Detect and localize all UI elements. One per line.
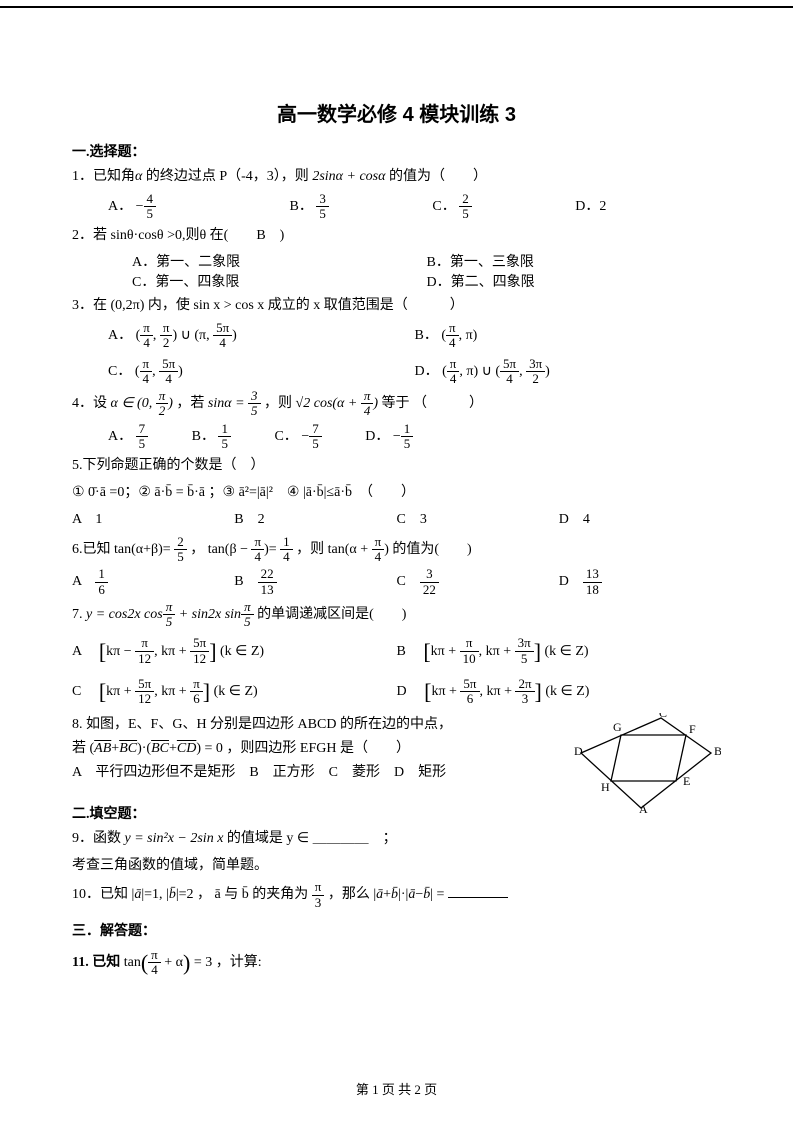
svg-text:H: H xyxy=(601,780,610,794)
q7-b: 的单调递减区间是( ) xyxy=(257,607,406,622)
q6-A: A xyxy=(72,574,81,589)
q6-c: ，则 xyxy=(296,542,328,557)
q11-a: 11. 已知 xyxy=(72,955,124,970)
q7: 7. y = cos2x cosπ5 + sin2x sinπ5 的单调递减区间… xyxy=(72,600,721,630)
q6-B: B xyxy=(234,574,243,589)
q5-D: D 4 xyxy=(559,508,721,532)
q2-options: A．第一、二象限 B．第一、三象限 C．第一、四象限 D．第二、四象限 xyxy=(132,251,721,291)
svg-text:D: D xyxy=(574,744,583,758)
q6-a: 6.已知 xyxy=(72,542,114,557)
q11-b: ，计算: xyxy=(216,955,262,970)
q1-options: A． −45 B． 35 C． 25 D．2 xyxy=(108,192,721,222)
q10: 10．已知 |ā|=1, |b̄|=2 ， ā 与 b̄ 的夹角为 π3 ，那么… xyxy=(72,880,721,910)
svg-text:C: C xyxy=(659,713,667,720)
q7-D: D xyxy=(397,684,407,699)
svg-text:G: G xyxy=(613,720,622,734)
q6-C: C xyxy=(397,574,406,589)
q4-a: 4．设 xyxy=(72,396,107,411)
q8-l2b: ，则四边形 EFGH 是（ ） xyxy=(226,741,410,756)
q3-B: B． xyxy=(415,328,438,343)
q6-d: 的值为( ) xyxy=(392,542,471,557)
q1-stem-a: 1．已知角 xyxy=(72,169,135,184)
q5-options: A 1 B 2 C 3 D 4 xyxy=(72,508,721,532)
q11: 11. 已知 tan(π4 + α) = 3 ，计算: xyxy=(72,944,721,981)
svg-text:A: A xyxy=(639,802,648,813)
q1-A: A． xyxy=(108,199,132,214)
quad-diagram: D C B A G F E H xyxy=(571,713,721,813)
q4-B: B． xyxy=(192,429,215,444)
q1-C: C． xyxy=(432,199,455,214)
q4: 4．设 α ∈ (0, π2) ，若 sinα = 35 ，则 √2 cos(α… xyxy=(72,389,721,419)
q8-l2a: 若 xyxy=(72,741,90,756)
q10-c: ，那么 xyxy=(328,887,374,902)
q4-A: A． xyxy=(108,429,132,444)
q2-D: D．第二、四象限 xyxy=(427,271,722,291)
q10-d: = xyxy=(437,887,448,902)
q7-A: A xyxy=(72,643,81,658)
q9-note: 考查三角函数的值域，简单题。 xyxy=(72,854,721,878)
svg-text:F: F xyxy=(689,722,696,736)
q4-c: ，则 xyxy=(264,396,292,411)
page-footer: 第 1 页 共 2 页 xyxy=(0,1079,793,1098)
q7-B: B xyxy=(397,643,406,658)
q4-options: A． 75 B． 15 C． −75 D． −15 xyxy=(108,422,721,452)
q3-D: D． xyxy=(415,364,439,379)
q7-kz2: (k ∈ Z) xyxy=(545,643,589,658)
q2-stem: 2．若 sinθ·cosθ >0,则θ 在( B ) xyxy=(72,224,721,248)
q9-a: 9．函数 xyxy=(72,831,125,846)
q7-kz4: (k ∈ Z) xyxy=(545,684,589,699)
q7-a: 7. xyxy=(72,607,86,622)
q9: 9．函数 y = sin²x − 2sin x 的值域是 y ∈ ＿＿＿＿ ； xyxy=(72,827,721,851)
q4-d: 等于 （ ） xyxy=(382,396,484,411)
q5-line: ① 0̄·ā =0；② ā·b̄ = b̄·ā ；③ ā²=|ā|² ④ |ā·… xyxy=(72,481,721,505)
q6: 6.已知 tan(α+β)= 25 ， tan(β − π4)= 14 ，则 t… xyxy=(72,535,721,565)
q1: 1．已知角α 的终边过点 P（-4，3），则 2sinα + cosα 的值为（… xyxy=(72,165,721,189)
q5-B: B 2 xyxy=(234,508,396,532)
q5-C: C 3 xyxy=(397,508,559,532)
q6-D: D xyxy=(559,574,569,589)
q7-kz1: (k ∈ Z) xyxy=(220,643,264,658)
q2-B: B．第一、三象限 xyxy=(427,251,722,271)
q8: D C B A G F E H 8. 如图，E、F、G、H 分别是四边形 ABC… xyxy=(72,713,721,784)
q2-A: A．第一、二象限 xyxy=(132,251,427,271)
page: 高一数学必修 4 模块训练 3 一.选择题： 1．已知角α 的终边过点 P（-4… xyxy=(0,6,793,1128)
q2-C: C．第一、四象限 xyxy=(132,271,427,291)
q1-stem-b: 的终边过点 P（-4，3），则 xyxy=(146,169,312,184)
section-answer: 三．解答题： xyxy=(72,920,721,940)
q7-opts-row2: C [kπ + 5π12, kπ + π6] (k ∈ Z) D [kπ + 5… xyxy=(72,673,721,710)
section-choice: 一.选择题： xyxy=(72,141,721,161)
q5-stem: 5.下列命题正确的个数是（ ） xyxy=(72,454,721,478)
q10-a: 10．已知 xyxy=(72,887,132,902)
q3-stem: 3．在 (0,2π) 内，使 sin x > cos x 成立的 x 取值范围是… xyxy=(72,294,721,318)
q7-C: C xyxy=(72,684,81,699)
q3-A: A． xyxy=(108,328,132,343)
q10-blank xyxy=(448,885,508,899)
q1-stem-c: 的值为（ ） xyxy=(389,169,487,184)
q7-opts-row1: A [kπ − π12, kπ + 5π12] (k ∈ Z) B [kπ + … xyxy=(72,633,721,670)
q4-D: D． xyxy=(365,429,389,444)
q5-A: A 1 xyxy=(72,508,234,532)
q4-C: C． xyxy=(274,429,297,444)
svg-text:B: B xyxy=(714,744,721,758)
page-title: 高一数学必修 4 模块训练 3 xyxy=(72,98,721,127)
q6-b: ， xyxy=(190,542,208,557)
q1-D: D．2 xyxy=(575,195,606,215)
q10-b: ， ā 与 b̄ 的夹角为 xyxy=(197,887,312,902)
q1-B: B． xyxy=(290,199,313,214)
q3-C: C． xyxy=(108,364,131,379)
q4-b: ，若 xyxy=(176,396,208,411)
q7-kz3: (k ∈ Z) xyxy=(214,684,258,699)
q3-options: A． (π4, π2) ∪ (π, 5π4) B． (π4, π) C． (π4… xyxy=(108,321,721,386)
svg-text:E: E xyxy=(683,774,690,788)
q9-b: 的值域是 y ∈ ＿＿＿＿ ； xyxy=(227,831,397,846)
q6-options: A 16 B 2213 C 322 D 1318 xyxy=(72,567,721,597)
